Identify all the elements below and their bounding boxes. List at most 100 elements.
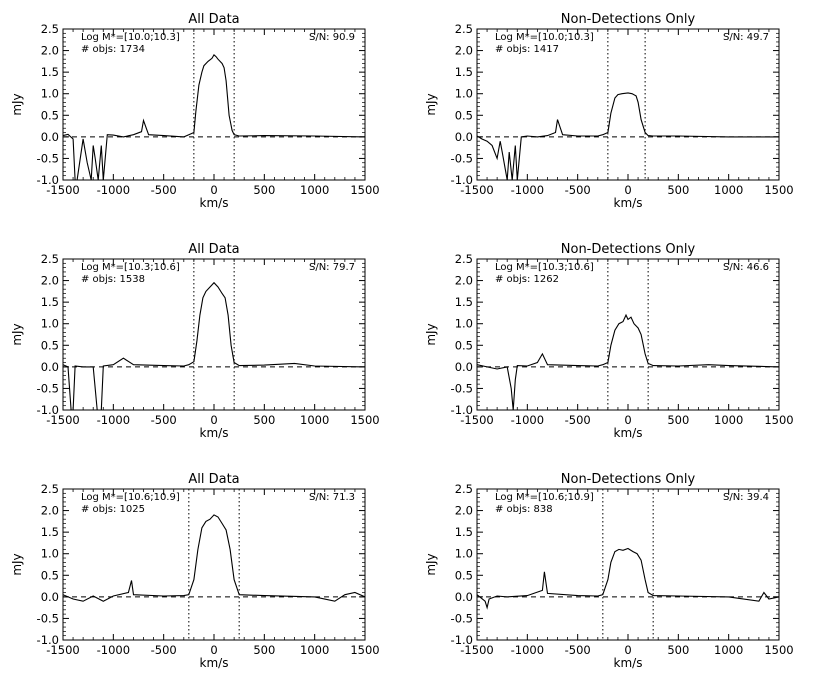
y-tick-label: -1.0 bbox=[37, 403, 59, 417]
y-tick-label: 1.5 bbox=[41, 295, 59, 309]
x-tick-label: 500 bbox=[253, 183, 275, 197]
spectrum-line bbox=[63, 514, 365, 602]
spectrum-line bbox=[63, 281, 365, 410]
object-count-label: # objs: 1734 bbox=[81, 44, 145, 55]
x-tick-label: -1500 bbox=[46, 643, 79, 657]
y-tick-label: -1.0 bbox=[451, 173, 473, 187]
y-tick-label: -1.0 bbox=[451, 403, 473, 417]
panel-title: Non-Detections Only bbox=[561, 242, 696, 257]
x-tick-label: 1500 bbox=[764, 643, 793, 657]
y-tick-label: 2.0 bbox=[455, 274, 473, 288]
y-tick-label: 0.0 bbox=[455, 590, 473, 604]
y-tick-label: 2.0 bbox=[41, 44, 59, 58]
x-tick-label: -1500 bbox=[460, 643, 493, 657]
x-tick-label: -500 bbox=[151, 413, 177, 427]
mass-bin-label: Log M*=[10.6;10.9] bbox=[81, 492, 180, 503]
spectrum-line bbox=[477, 313, 779, 410]
x-tick-label: 1500 bbox=[350, 413, 379, 427]
mass-bin-label: Log M*=[10.0;10.3] bbox=[495, 32, 594, 43]
panel: Non-Detections Only -1500 -1000 -500 0 500 100… bbox=[424, 472, 794, 670]
y-tick-label: 0.5 bbox=[455, 108, 473, 122]
panel-title: All Data bbox=[188, 12, 239, 27]
y-tick-label: 1.0 bbox=[455, 317, 473, 331]
y-tick-label: 2.0 bbox=[41, 504, 59, 518]
x-tick-label: -1000 bbox=[97, 183, 130, 197]
y-tick-label: -0.5 bbox=[451, 381, 473, 395]
signal-to-noise-label: S/N: 49.7 bbox=[723, 32, 769, 43]
x-axis-label: km/s bbox=[200, 656, 229, 670]
y-tick-label: 0.0 bbox=[455, 360, 473, 374]
y-axis-label: mJy bbox=[10, 553, 24, 575]
x-tick-label: -1000 bbox=[511, 413, 544, 427]
y-tick-label: 0.0 bbox=[41, 360, 59, 374]
x-axis-label: km/s bbox=[614, 196, 643, 210]
x-tick-label: 500 bbox=[667, 413, 689, 427]
object-count-label: # objs: 1417 bbox=[495, 44, 559, 55]
x-tick-label: -500 bbox=[565, 183, 591, 197]
y-axis-label: mJy bbox=[10, 93, 24, 115]
y-tick-label: 1.5 bbox=[455, 65, 473, 79]
x-tick-label: -1000 bbox=[511, 643, 544, 657]
y-axis-label: mJy bbox=[424, 323, 438, 345]
x-tick-label: 0 bbox=[210, 643, 217, 657]
y-tick-label: 1.0 bbox=[41, 87, 59, 101]
y-tick-label: 2.0 bbox=[41, 274, 59, 288]
y-axis-label: mJy bbox=[10, 323, 24, 345]
panel-title: Non-Detections Only bbox=[561, 12, 696, 27]
y-tick-label: 2.5 bbox=[455, 482, 473, 496]
y-axis-label: mJy bbox=[424, 93, 438, 115]
signal-to-noise-label: S/N: 90.9 bbox=[309, 32, 355, 43]
object-count-label: # objs: 1538 bbox=[81, 274, 145, 285]
object-count-label: # objs: 1025 bbox=[81, 504, 145, 515]
x-tick-label: 1000 bbox=[714, 183, 743, 197]
x-tick-label: 1000 bbox=[714, 643, 743, 657]
object-count-label: # objs: 1262 bbox=[495, 274, 559, 285]
y-tick-label: -0.5 bbox=[37, 381, 59, 395]
y-tick-label: 1.5 bbox=[455, 525, 473, 539]
y-tick-label: -0.5 bbox=[451, 151, 473, 165]
y-tick-label: 1.0 bbox=[41, 317, 59, 331]
y-tick-label: -0.5 bbox=[451, 611, 473, 625]
panel-title: All Data bbox=[188, 472, 239, 487]
panel-title: Non-Detections Only bbox=[561, 472, 696, 487]
x-axis-label: km/s bbox=[614, 426, 643, 440]
signal-to-noise-label: S/N: 79.7 bbox=[309, 262, 355, 273]
mass-bin-label: Log M*=[10.3;10.6] bbox=[495, 262, 594, 273]
x-tick-label: -1500 bbox=[46, 413, 79, 427]
y-tick-label: 2.5 bbox=[41, 22, 59, 36]
x-tick-label: 1000 bbox=[300, 643, 329, 657]
x-tick-label: 1000 bbox=[300, 183, 329, 197]
panel: All Data -1500 -1000 -500 0 500 1000 1500 2.5 2.0… bbox=[10, 242, 380, 440]
x-tick-label: 1500 bbox=[764, 413, 793, 427]
signal-to-noise-label: S/N: 46.6 bbox=[723, 262, 769, 273]
y-tick-label: 2.5 bbox=[455, 252, 473, 266]
y-tick-label: 2.5 bbox=[41, 482, 59, 496]
x-tick-label: -1000 bbox=[97, 413, 130, 427]
y-tick-label: 1.0 bbox=[455, 547, 473, 561]
x-tick-label: 1000 bbox=[714, 413, 743, 427]
spectrum-line bbox=[477, 547, 779, 610]
x-tick-label: -500 bbox=[565, 643, 591, 657]
y-tick-label: 2.0 bbox=[455, 504, 473, 518]
y-tick-label: 0.5 bbox=[41, 338, 59, 352]
y-tick-label: 1.5 bbox=[41, 525, 59, 539]
x-tick-label: 0 bbox=[624, 413, 631, 427]
x-axis-label: km/s bbox=[614, 656, 643, 670]
mass-bin-label: Log M*=[10.6;10.9] bbox=[495, 492, 594, 503]
spectrum-line bbox=[477, 92, 779, 180]
x-tick-label: 0 bbox=[210, 183, 217, 197]
mass-bin-label: Log M*=[10.3;10.6] bbox=[81, 262, 180, 273]
y-tick-label: 2.5 bbox=[41, 252, 59, 266]
x-axis-label: km/s bbox=[200, 426, 229, 440]
x-tick-label: 1500 bbox=[350, 183, 379, 197]
panel: Non-Detections Only -1500 -1000 -500 0 500 100… bbox=[424, 242, 794, 440]
x-tick-label: 1500 bbox=[764, 183, 793, 197]
x-tick-label: 500 bbox=[667, 183, 689, 197]
y-tick-label: -1.0 bbox=[37, 173, 59, 187]
y-tick-label: 0.0 bbox=[455, 130, 473, 144]
x-tick-label: -1500 bbox=[460, 183, 493, 197]
y-tick-label: -1.0 bbox=[451, 633, 473, 647]
y-axis-label: mJy bbox=[424, 553, 438, 575]
y-tick-label: 1.5 bbox=[41, 65, 59, 79]
signal-to-noise-label: S/N: 39.4 bbox=[723, 492, 769, 503]
